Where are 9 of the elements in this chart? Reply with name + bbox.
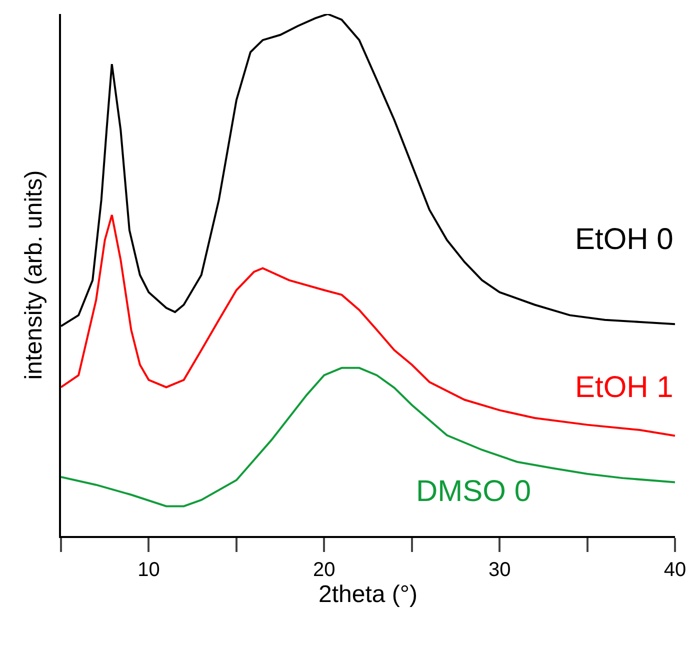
- series-label: EtOH 0: [575, 223, 674, 256]
- x-tick-label: 40: [664, 559, 686, 581]
- series-label: DMSO 0: [416, 475, 532, 508]
- x-tick-label: 20: [313, 559, 336, 581]
- x-tick-label: 10: [138, 559, 160, 581]
- y-axis-title: intensity (arb. units): [20, 170, 48, 380]
- series-label: EtOH 1: [575, 371, 674, 404]
- x-tick-label: 30: [488, 559, 511, 581]
- x-axis-title: 2theta (°): [318, 581, 418, 608]
